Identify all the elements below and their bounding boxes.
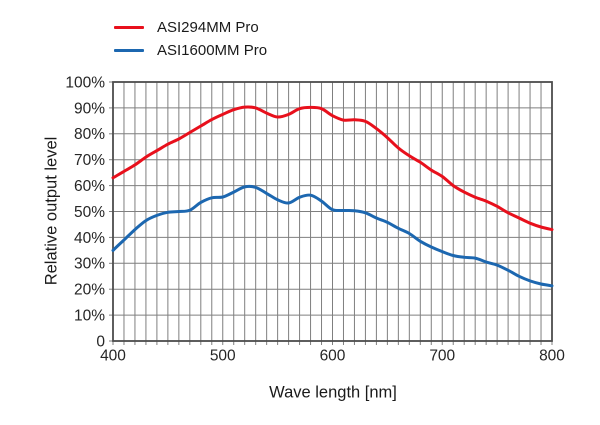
- y-tick-label: 30%: [74, 256, 105, 273]
- y-tick-label: 90%: [74, 100, 105, 117]
- legend-item-asi294mm-pro: ASI294MM Pro: [114, 16, 267, 38]
- series-line-asi294mm-pro: [111, 105, 554, 232]
- legend-label: ASI294MM Pro: [157, 18, 259, 36]
- legend-line-swatch-blue: [114, 48, 144, 52]
- x-tick-label: 500: [210, 347, 236, 364]
- x-tick-label: 600: [320, 347, 346, 364]
- plot-border: [112, 81, 553, 342]
- x-tick-labels: 400 500 600 700 800: [100, 347, 565, 364]
- y-tick-labels: 100% 90% 80% 70% 60% 50% 40% 30% 20% 10% 0: [65, 74, 105, 350]
- y-tick-label: 40%: [74, 230, 105, 247]
- x-tick-label: 800: [539, 347, 565, 364]
- legend: ASI294MM Pro ASI1600MM Pro: [114, 16, 267, 61]
- legend-item-asi1600mm-pro: ASI1600MM Pro: [114, 39, 267, 61]
- x-tick-label: 400: [100, 347, 126, 364]
- x-tick-label: 700: [429, 347, 455, 364]
- legend-line-swatch-red: [114, 25, 144, 29]
- series-line-asi1600mm-pro: [111, 184, 554, 288]
- y-tick-label: 50%: [74, 204, 105, 221]
- x-axis-title: Wave length [nm]: [269, 383, 397, 402]
- y-tick-label: 10%: [74, 308, 105, 325]
- legend-label: ASI1600MM Pro: [157, 41, 268, 59]
- y-tick-label: 20%: [74, 282, 105, 299]
- y-tick-label: 60%: [74, 178, 105, 195]
- y-tick-label: 80%: [74, 126, 105, 143]
- axis-ticks: [109, 81, 553, 345]
- y-tick-label: 100%: [65, 74, 105, 91]
- y-tick-label: 70%: [74, 152, 105, 169]
- y-tick-label: 0: [96, 333, 105, 350]
